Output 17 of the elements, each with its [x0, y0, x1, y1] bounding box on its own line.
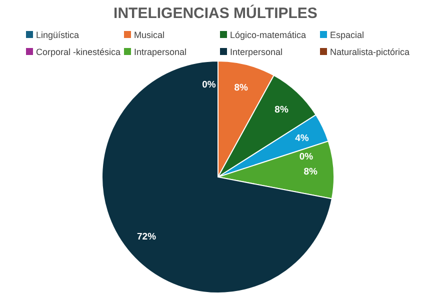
- legend-label: Corporal -kinestésica: [36, 47, 121, 57]
- data-label: 8%: [274, 104, 289, 116]
- text: 0%: [202, 80, 216, 91]
- data-label: 72%: [136, 231, 157, 242]
- legend-label: Lógico-matemática: [230, 30, 306, 40]
- legend-label: Interpersonal: [230, 47, 283, 57]
- chart-title: INTELIGENCIAS MÚLTIPLES: [114, 4, 318, 22]
- data-label: 8%: [304, 166, 318, 178]
- legend-label: Intrapersonal: [134, 47, 187, 57]
- data-label: 4%: [295, 132, 310, 144]
- legend-label: Espacial: [330, 30, 364, 40]
- legend-label: Naturalista-pictórica: [330, 47, 410, 57]
- text: 0%: [299, 152, 314, 163]
- legend-label: Lingüística: [36, 30, 80, 40]
- pie-slice: [102, 60, 332, 294]
- legend-label: Musical: [134, 30, 165, 40]
- data-label: 8%: [234, 82, 248, 94]
